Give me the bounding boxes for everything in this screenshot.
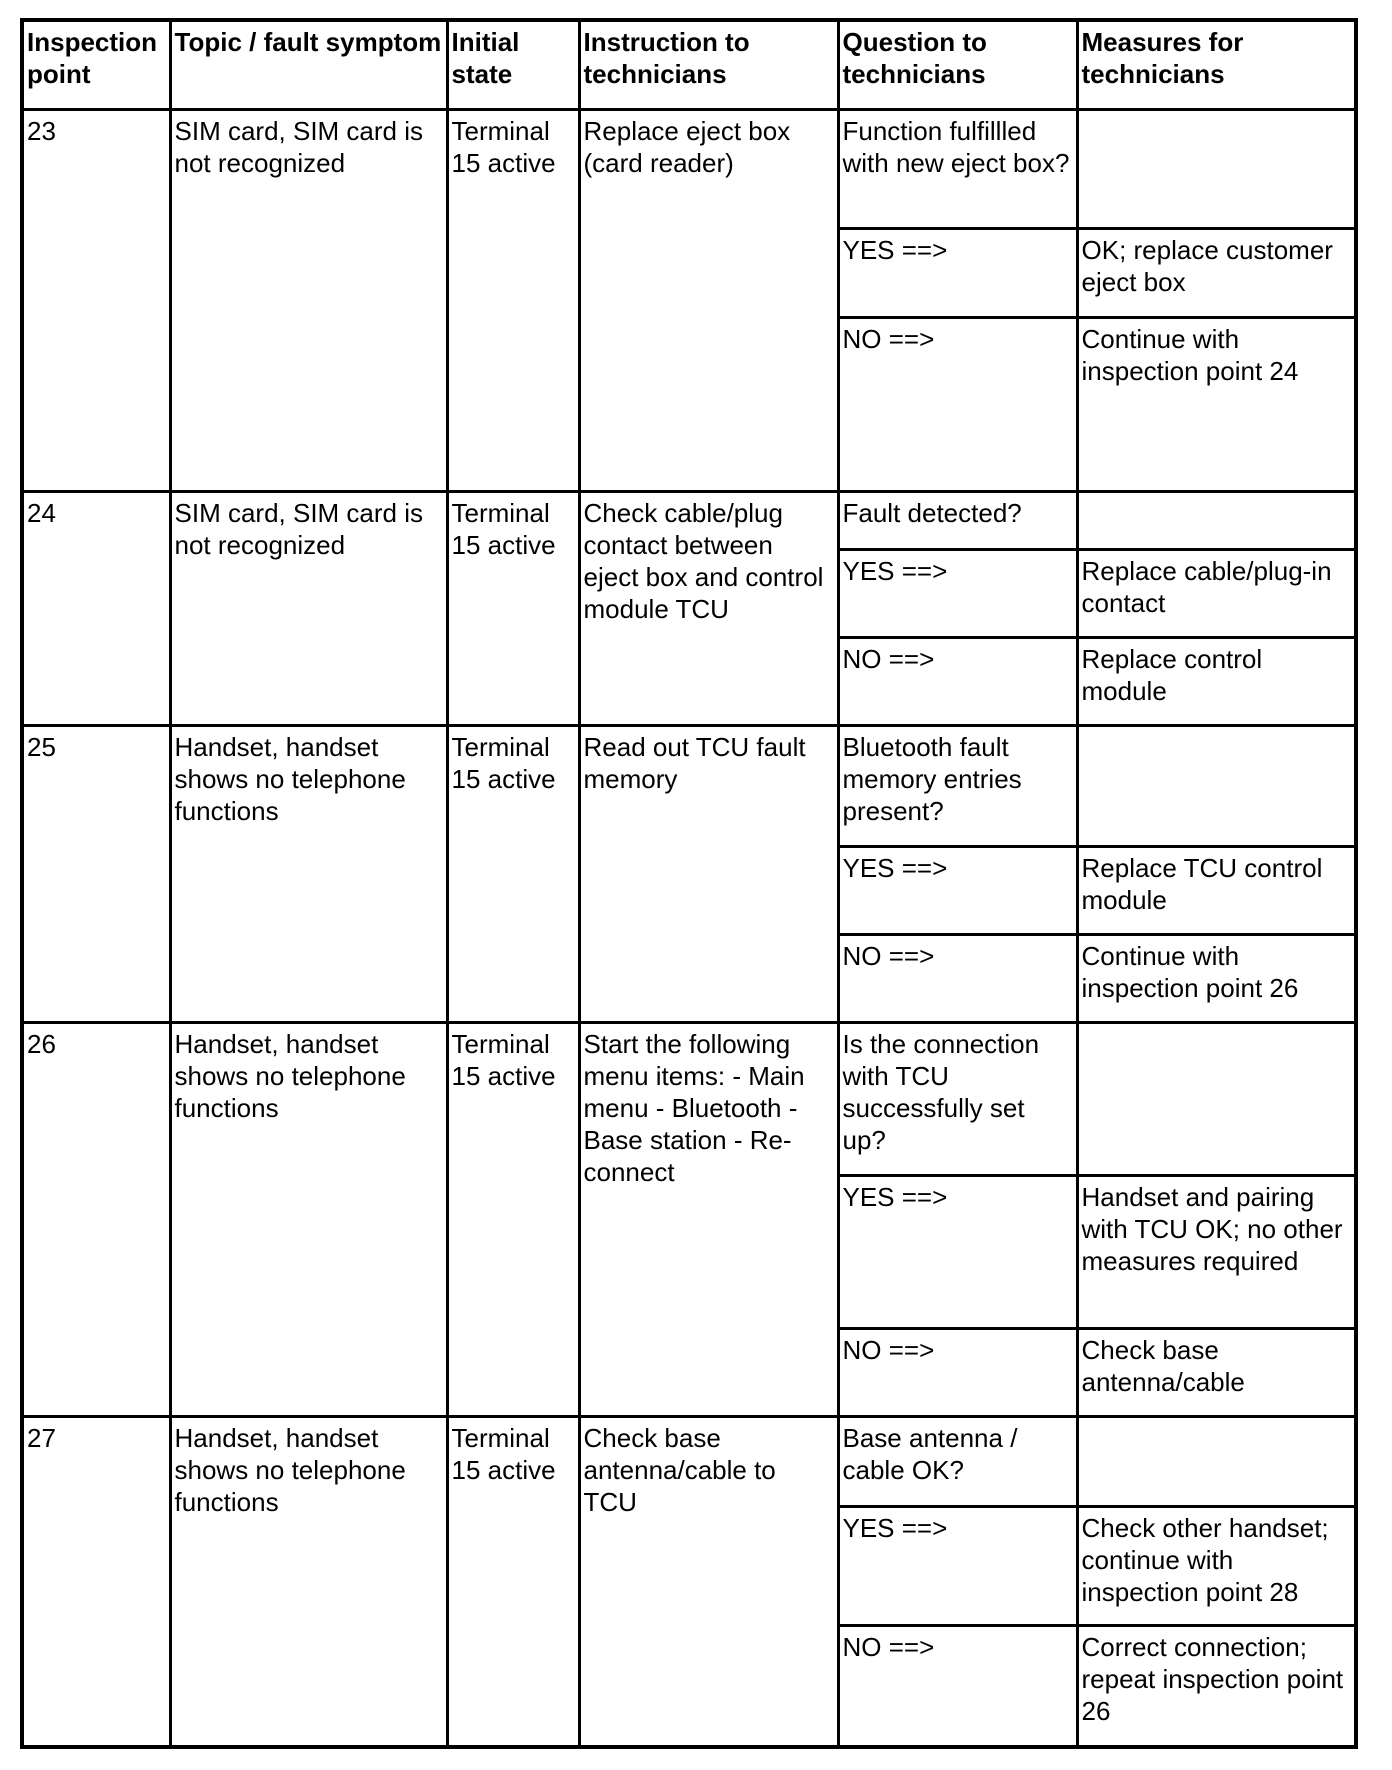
table-row: 27 Handset, handset shows no telephone fu… bbox=[20, 1414, 1358, 1749]
inspection-point-cell: 23 bbox=[20, 107, 172, 493]
table-row: 23 SIM card, SIM card is not recognized Te… bbox=[20, 107, 1358, 493]
initial-state-cell: Terminal 15 active bbox=[445, 723, 581, 1024]
initial-state-cell: Terminal 15 active bbox=[445, 489, 581, 727]
instruction-cell: Read out TCU fault memory bbox=[577, 723, 840, 1024]
header-measures: Measures for technicians bbox=[1075, 18, 1358, 111]
initial-state-cell: Terminal 15 active bbox=[445, 107, 581, 493]
question-cell: YES ==> bbox=[836, 226, 1079, 319]
topic-cell: SIM card, SIM card is not recognized bbox=[168, 107, 449, 493]
question-cell: NO ==> bbox=[836, 1326, 1079, 1418]
measure-cell: Continue with inspection point 24 bbox=[1075, 315, 1358, 493]
measure-cell: Replace cable/plug-in contact bbox=[1075, 547, 1358, 639]
inspection-table: Inspection point Topic / fault symptom I… bbox=[20, 18, 1358, 1749]
instruction-cell: Start the following menu items: - Main m… bbox=[577, 1020, 840, 1418]
question-cell: Base antenna / cable OK? bbox=[836, 1414, 1079, 1508]
topic-cell: Handset, handset shows no telephone func… bbox=[168, 1020, 449, 1418]
header-row: Inspection point Topic / fault symptom I… bbox=[20, 18, 1358, 111]
measure-cell: Correct connection; repeat inspection po… bbox=[1075, 1623, 1358, 1749]
table-row: NO ==> Correct connection; repeat inspect… bbox=[22, 1623, 1358, 1749]
question-cell: Is the connection with TCU successfully … bbox=[836, 1020, 1079, 1177]
table-row: NO ==> Continue with inspection point 26 bbox=[22, 932, 1358, 1024]
header-initial-state: Initial state bbox=[445, 18, 581, 111]
instruction-cell: Check base antenna/cable to TCU bbox=[577, 1414, 840, 1749]
table-row: YES ==> Replace TCU control module bbox=[22, 844, 1358, 936]
header-inspection-point: Inspection point bbox=[20, 18, 172, 111]
question-cell: YES ==> bbox=[836, 844, 1079, 936]
question-cell: YES ==> bbox=[836, 1173, 1079, 1330]
measure-cell: Replace TCU control module bbox=[1075, 844, 1358, 936]
table-row: NO ==> Replace control module bbox=[22, 635, 1358, 727]
measure-cell: Replace control module bbox=[1075, 635, 1358, 727]
table-row: NO ==> Continue with inspection point 24 bbox=[22, 315, 1358, 493]
topic-cell: Handset, handset shows no telephone func… bbox=[168, 723, 449, 1024]
table-row: 26 Handset, handset shows no telephone fu… bbox=[20, 1020, 1358, 1418]
table-row: YES ==> Handset and pairing with TCU OK; … bbox=[22, 1173, 1358, 1330]
measure-cell: OK; replace customer eject box bbox=[1075, 226, 1358, 319]
measure-cell bbox=[1075, 723, 1358, 848]
inspection-point-cell: 24 bbox=[20, 489, 172, 727]
header-topic: Topic / fault symptom bbox=[168, 18, 449, 111]
measure-cell bbox=[1075, 1020, 1358, 1177]
question-cell: Fault detected? bbox=[836, 489, 1079, 551]
table-row: 25 Handset, handset shows no telephone fu… bbox=[20, 723, 1358, 1024]
question-cell: NO ==> bbox=[836, 932, 1079, 1024]
measure-cell: Check base antenna/cable bbox=[1075, 1326, 1358, 1418]
topic-cell: SIM card, SIM card is not recognized bbox=[168, 489, 449, 727]
question-cell: NO ==> bbox=[836, 315, 1079, 493]
measure-cell: Check other handset; continue with inspe… bbox=[1075, 1504, 1358, 1627]
header-question: Question to technicians bbox=[836, 18, 1079, 111]
measure-cell: Handset and pairing with TCU OK; no othe… bbox=[1075, 1173, 1358, 1330]
question-cell: YES ==> bbox=[836, 1504, 1079, 1627]
question-cell: NO ==> bbox=[836, 1623, 1079, 1749]
question-cell: Bluetooth fault memory entries present? bbox=[836, 723, 1079, 848]
header-instruction: Instruction to technicians bbox=[577, 18, 840, 111]
table-row: NO ==> Check base antenna/cable bbox=[22, 1326, 1358, 1418]
question-cell: Function fulfillled with new eject box? bbox=[836, 107, 1079, 230]
topic-cell: Handset, handset shows no telephone func… bbox=[168, 1414, 449, 1749]
table-row: YES ==> Replace cable/plug-in contact bbox=[22, 547, 1358, 639]
inspection-point-cell: 27 bbox=[20, 1414, 172, 1749]
question-cell: YES ==> bbox=[836, 547, 1079, 639]
inspection-point-cell: 25 bbox=[20, 723, 172, 1024]
instruction-cell: Replace eject box (card reader) bbox=[577, 107, 840, 493]
table-row: 24 SIM card, SIM card is not recognized Te… bbox=[20, 489, 1358, 727]
measure-cell bbox=[1075, 107, 1358, 230]
measure-cell: Continue with inspection point 26 bbox=[1075, 932, 1358, 1024]
table-row: YES ==> Check other handset; continue wit… bbox=[22, 1504, 1358, 1627]
initial-state-cell: Terminal 15 active bbox=[445, 1414, 581, 1749]
instruction-cell: Check cable/plug contact between eject b… bbox=[577, 489, 840, 727]
measure-cell bbox=[1075, 1414, 1358, 1508]
measure-cell bbox=[1075, 489, 1358, 551]
inspection-point-cell: 26 bbox=[20, 1020, 172, 1418]
table-row: YES ==> OK; replace customer eject box bbox=[22, 226, 1358, 319]
question-cell: NO ==> bbox=[836, 635, 1079, 727]
initial-state-cell: Terminal 15 active bbox=[445, 1020, 581, 1418]
